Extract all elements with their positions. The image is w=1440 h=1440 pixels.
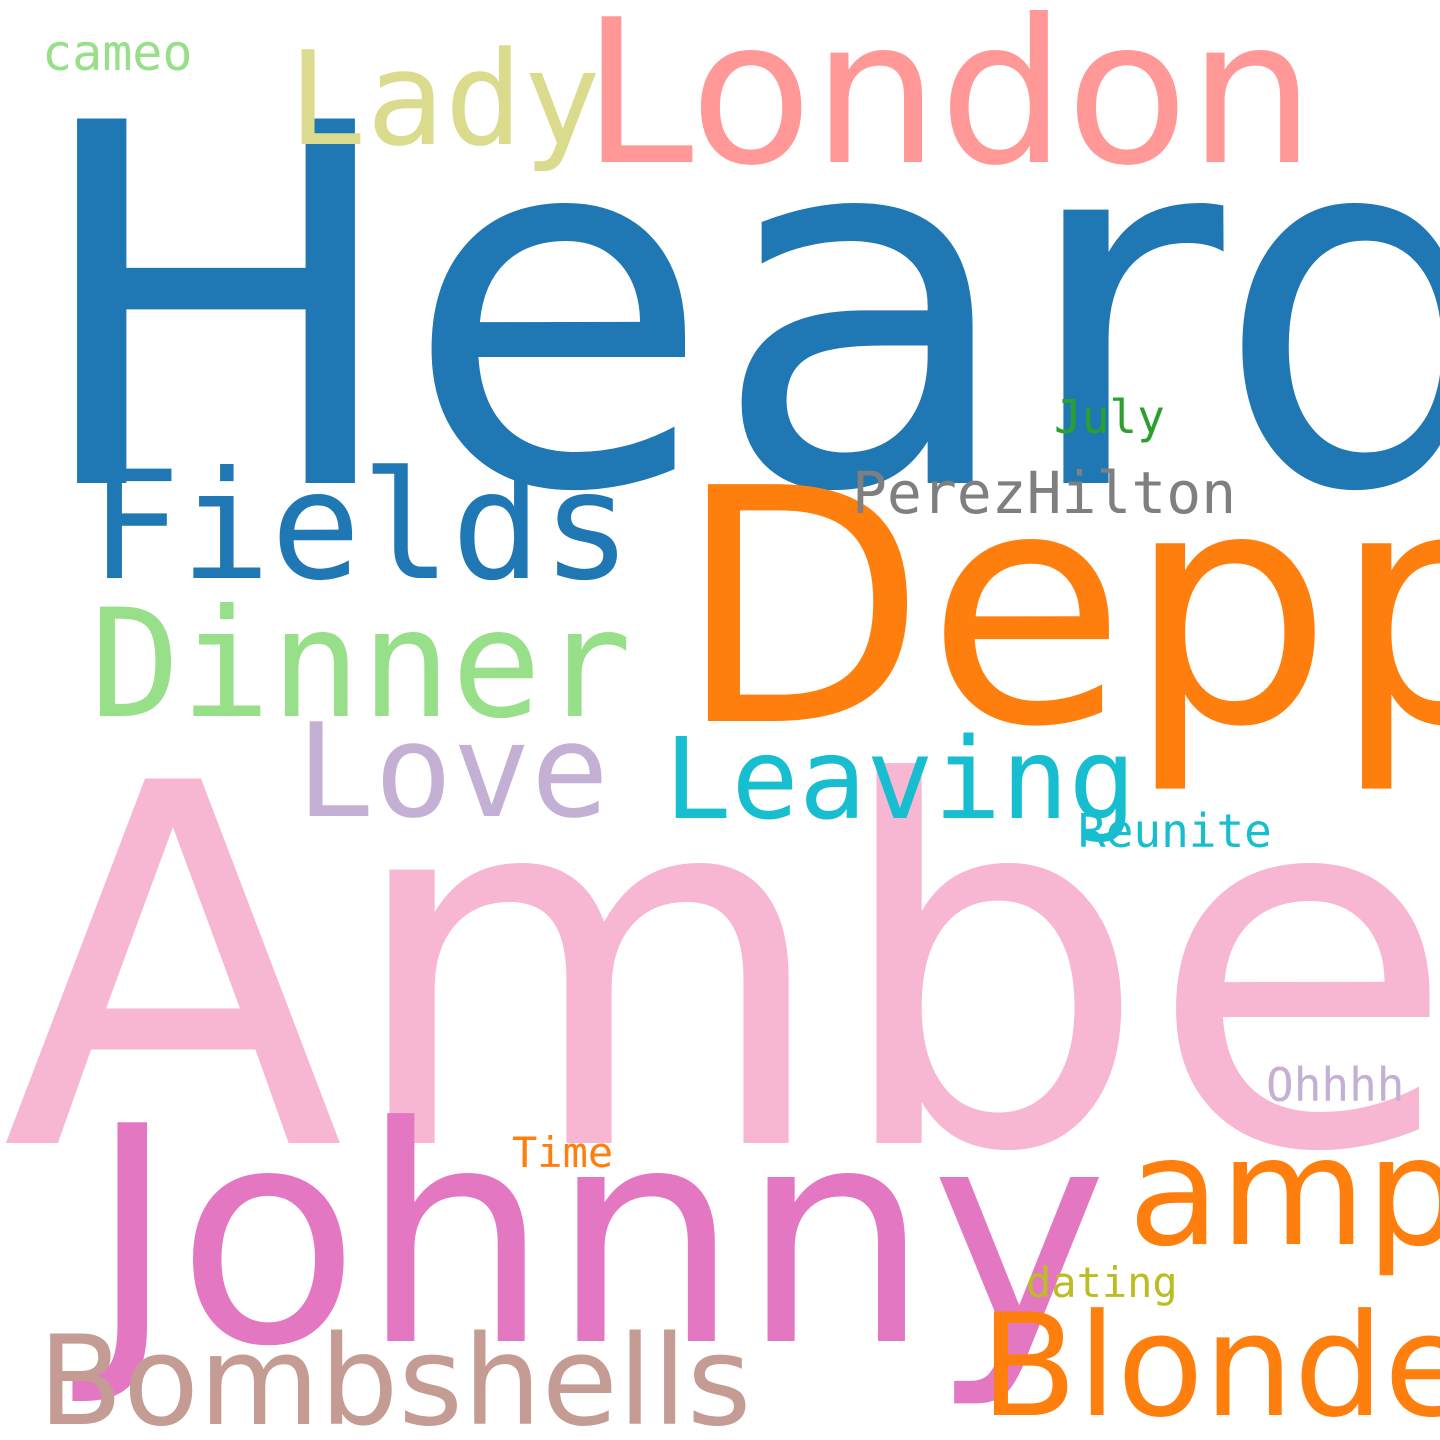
word-dating: dating	[1026, 1258, 1178, 1307]
word-love: Love	[296, 695, 610, 847]
word-heard: Heard	[28, 19, 1440, 601]
word-amp: amp	[1128, 1106, 1440, 1280]
word-depp: Depp	[676, 419, 1440, 798]
word-london: London	[582, 0, 1316, 210]
word-july: July	[1054, 390, 1165, 444]
word-fields: Fields	[90, 440, 632, 614]
word-perezhilton: PerezHilton	[852, 459, 1237, 527]
word-johnny: Johnny	[88, 1063, 1108, 1412]
word-bombshells: Bombshells	[38, 1310, 752, 1440]
word-time: Time	[512, 1128, 614, 1177]
word-amber: Amber	[2, 679, 1440, 1261]
word-reunite: Reunite	[1078, 804, 1272, 858]
word-dinner: Dinner	[90, 578, 632, 752]
word-ohhhh: Ohhhh	[1266, 1058, 1405, 1112]
word-cameo: cameo	[42, 24, 193, 82]
word-blonde: Blonde	[980, 1284, 1440, 1440]
word-lady: Lady	[288, 23, 602, 175]
word-leaving: Leaving	[664, 715, 1137, 845]
